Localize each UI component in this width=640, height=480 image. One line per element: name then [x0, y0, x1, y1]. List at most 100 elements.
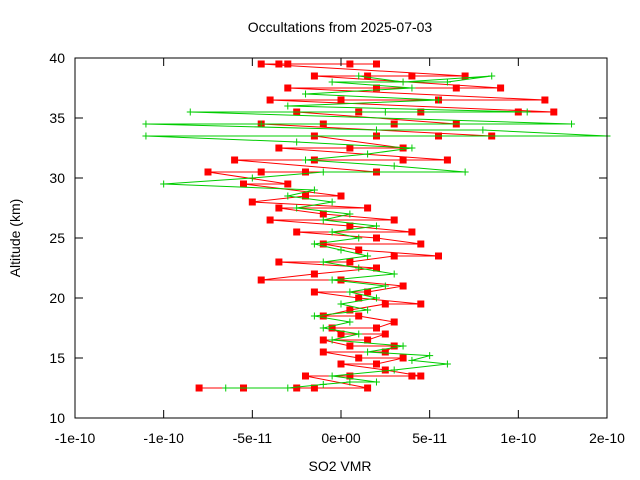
series-1-point	[408, 144, 416, 152]
series-0-point	[275, 258, 283, 266]
series-0-point	[381, 330, 389, 338]
series-1-point	[355, 330, 363, 338]
series-1-point	[364, 252, 372, 260]
series-1-point	[346, 210, 354, 218]
series-0-point	[284, 180, 292, 188]
series-0-point	[346, 258, 354, 266]
series-1-point	[222, 384, 230, 392]
series-0-point	[319, 210, 327, 218]
series-0-point	[355, 312, 363, 320]
series-0-point	[550, 108, 558, 116]
series-0-point	[373, 60, 380, 68]
series-1	[142, 72, 611, 392]
series-1-point	[461, 168, 469, 176]
series-0-point	[373, 324, 380, 332]
y-tick-label: 40	[49, 50, 65, 66]
series-1-point	[328, 228, 336, 236]
series-1-point	[355, 72, 363, 80]
series-0-point	[346, 60, 354, 68]
series-1-point	[319, 216, 327, 224]
series-1-point	[142, 120, 150, 128]
series-0-point	[408, 372, 416, 380]
series-1-point	[364, 306, 372, 314]
x-tick-label: -1e-10	[55, 430, 96, 446]
series-1-point	[302, 156, 310, 164]
series-0-point	[373, 84, 380, 92]
series-0-point	[390, 216, 398, 224]
series-1-point	[568, 120, 576, 128]
x-axis-label: SO2 VMR	[308, 458, 371, 474]
series-1-point	[310, 312, 318, 320]
series-0-point	[248, 198, 256, 206]
series-1-point	[319, 258, 327, 266]
series-1-point	[479, 126, 487, 134]
series-1-point	[390, 270, 398, 278]
y-tick-label: 15	[49, 350, 65, 366]
series-1-point	[390, 162, 398, 170]
series-0-point	[266, 216, 274, 224]
series-0-point	[293, 384, 301, 392]
series-0-point	[195, 384, 203, 392]
y-tick-label: 10	[49, 410, 65, 426]
series-1-point	[399, 342, 407, 350]
series-1-point	[328, 276, 336, 284]
series-0-point	[319, 336, 327, 344]
series-0-point	[452, 84, 460, 92]
series-1-point	[443, 78, 451, 86]
series-1-point	[399, 78, 407, 86]
series-1-point	[372, 294, 380, 302]
series-0-point	[310, 156, 318, 164]
series-0-point	[337, 330, 345, 338]
series-0-point	[257, 60, 265, 68]
y-axis-label: Altitude (km)	[7, 199, 23, 278]
series-0-point	[364, 72, 372, 80]
series-1-point	[372, 378, 380, 386]
series-1-point	[284, 102, 292, 110]
x-tick-label: -5e-11	[233, 430, 273, 446]
series-0-point	[399, 282, 407, 290]
series-1-point	[443, 360, 451, 368]
series-0-point	[373, 360, 380, 368]
y-tick-label: 25	[49, 230, 65, 246]
series-1-point	[364, 150, 372, 158]
series-1-point	[293, 204, 301, 212]
series-1-point	[328, 372, 336, 380]
series-1-point	[364, 348, 372, 356]
series-1-point	[142, 132, 150, 140]
series-1-point	[390, 366, 398, 374]
series-1-point	[319, 380, 327, 388]
series-1-point	[523, 108, 531, 116]
series-0-point	[319, 348, 327, 356]
series-1-point	[435, 96, 443, 104]
series-1-point	[488, 72, 496, 80]
x-tick-label: 1e-10	[500, 430, 536, 446]
series-0-point	[399, 156, 407, 164]
series-0-point	[355, 294, 363, 302]
series-0-point	[399, 354, 407, 362]
series-0-point	[408, 228, 416, 236]
series-0-point	[302, 192, 309, 200]
series-0-point	[390, 252, 398, 260]
series-1-point	[346, 288, 354, 296]
series-0-point	[390, 342, 398, 350]
series-0-point	[417, 372, 425, 380]
series-0-point	[275, 204, 283, 212]
series-1-line	[145, 75, 608, 389]
series-0-point	[346, 342, 354, 350]
series-1-point	[372, 222, 380, 230]
series-0-point	[541, 96, 549, 104]
series-0-line	[199, 63, 554, 389]
series-0-point	[417, 300, 425, 308]
series-layer	[142, 60, 611, 392]
series-1-point	[328, 198, 336, 206]
axes-layer: -1e-10 -1e-10 -5e-11 0e+00 5e-11 1e-10 2e-10 10…	[49, 50, 625, 446]
series-1-point	[248, 174, 256, 182]
series-0-point	[355, 354, 363, 362]
series-0-point	[257, 276, 265, 284]
chart-title: Occultations from 2025-07-03	[248, 19, 433, 35]
series-1-point	[293, 138, 301, 146]
series-0-point	[319, 312, 327, 320]
series-1-point	[257, 120, 265, 128]
series-1-point	[310, 186, 318, 194]
